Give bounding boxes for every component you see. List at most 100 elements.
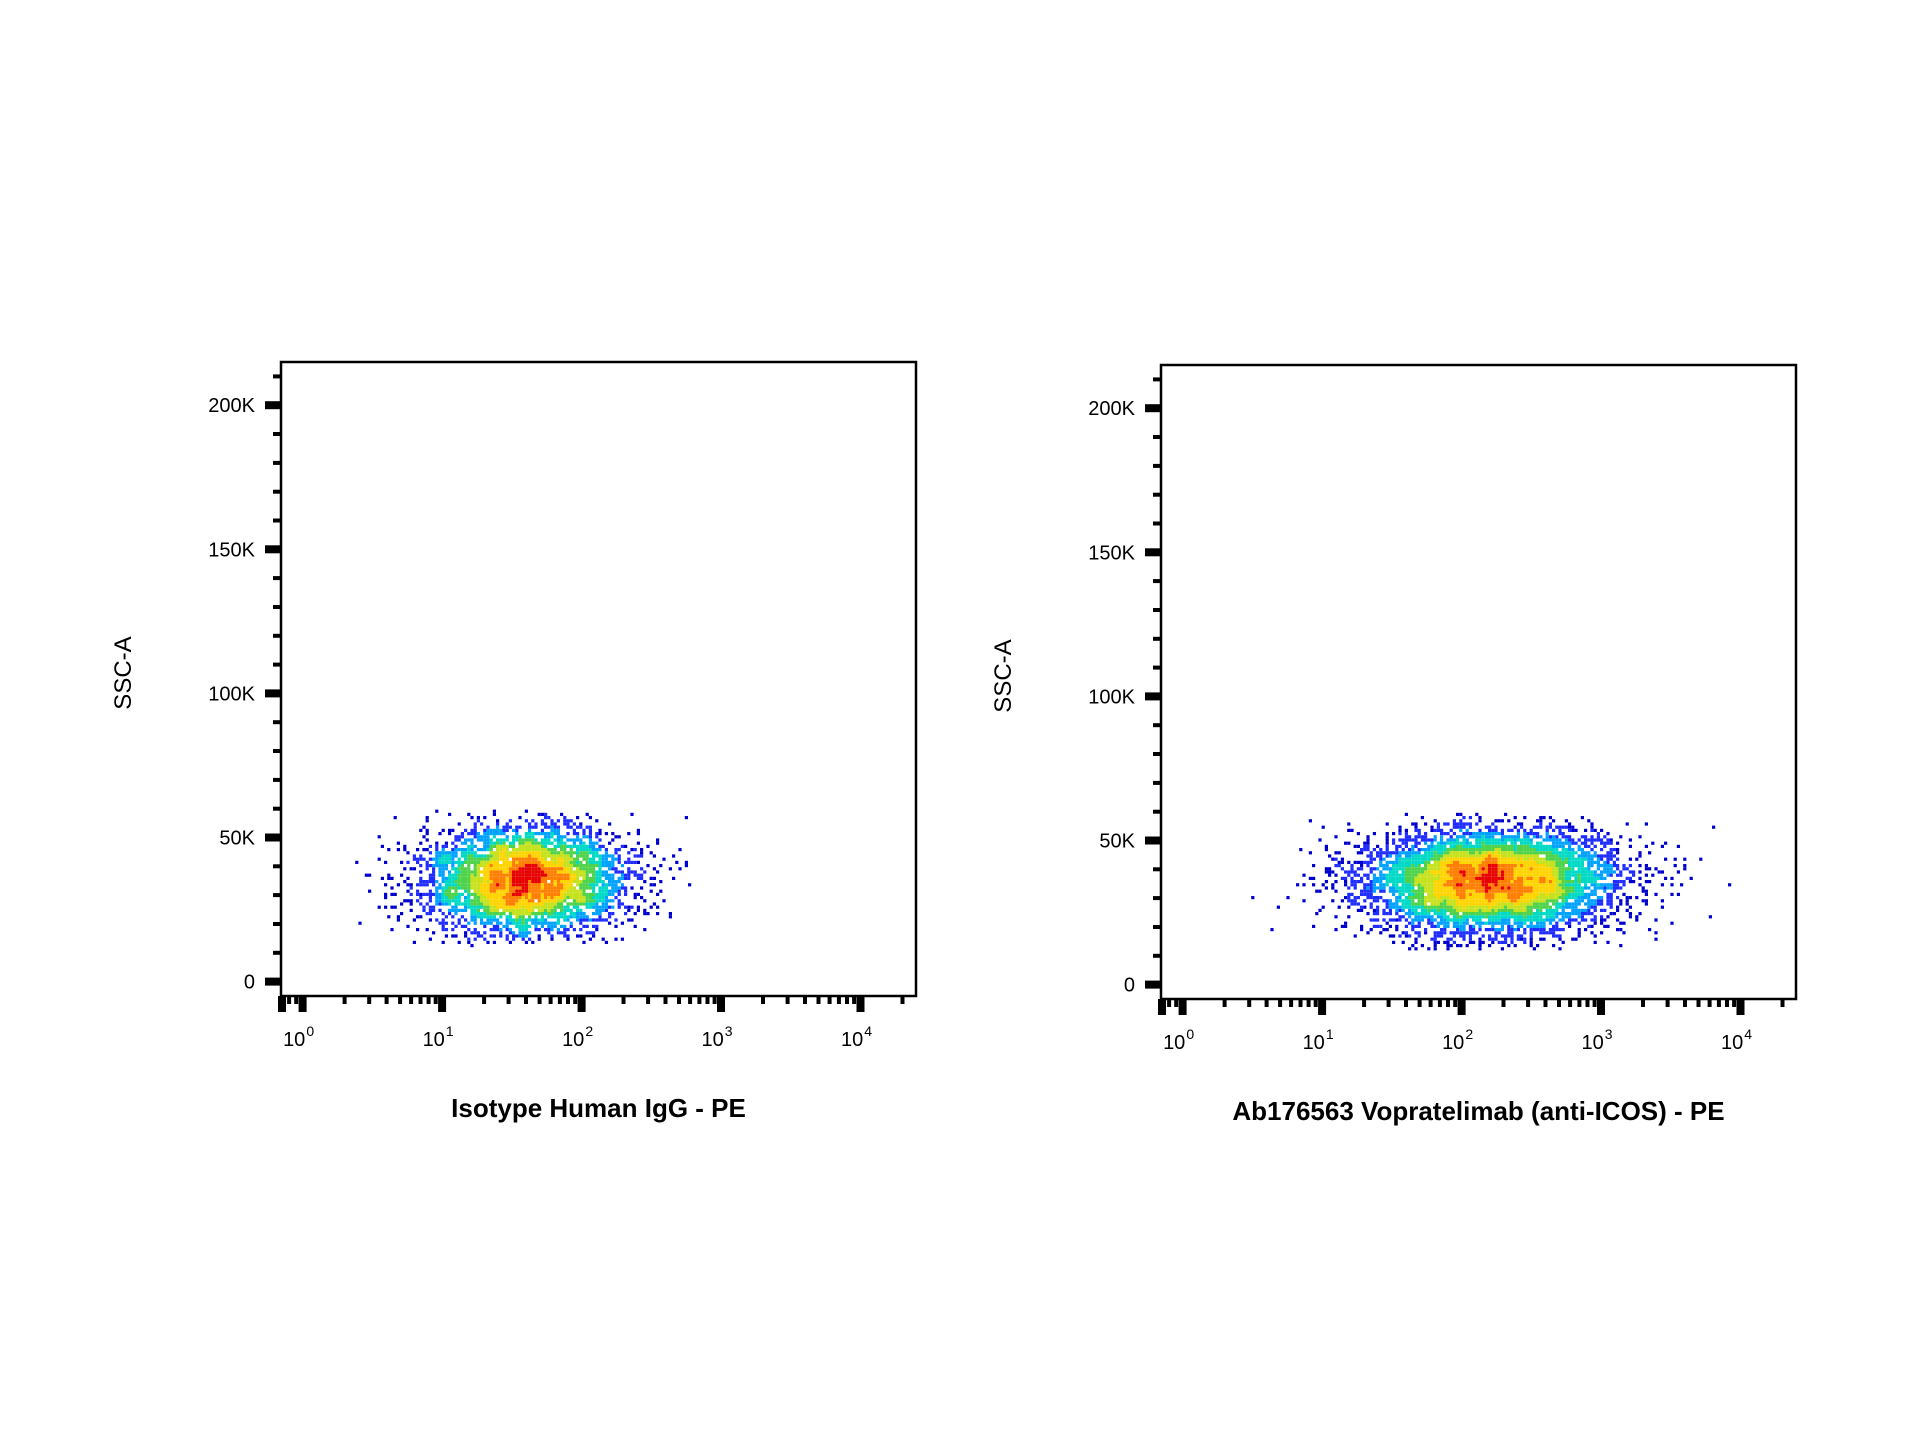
density-dot xyxy=(1459,934,1463,938)
density-dot xyxy=(499,886,503,890)
x-major-tick xyxy=(1318,999,1327,1015)
density-dot xyxy=(502,899,506,903)
density-dot xyxy=(1337,851,1341,855)
density-dot xyxy=(444,915,448,919)
density-dot xyxy=(1347,892,1351,896)
density-dot xyxy=(550,876,554,880)
density-dot xyxy=(547,873,551,877)
density-dot xyxy=(1516,880,1520,884)
density-dot xyxy=(556,854,560,858)
x-minor-tick xyxy=(845,996,849,1004)
density-dot xyxy=(1449,944,1453,948)
density-dot xyxy=(1312,883,1316,887)
density-dot xyxy=(1411,822,1415,826)
density-dot xyxy=(1574,864,1578,868)
density-dot xyxy=(432,905,436,909)
y-minor-tick xyxy=(273,864,281,869)
density-dot xyxy=(636,860,640,864)
density-dot xyxy=(1545,844,1549,848)
density-dot xyxy=(1468,902,1472,906)
density-dot xyxy=(1532,876,1536,880)
density-dot xyxy=(448,880,452,884)
density-dot xyxy=(1670,921,1674,925)
density-dot xyxy=(1491,937,1495,941)
density-dot xyxy=(524,832,528,836)
density-dot xyxy=(1363,889,1367,893)
x-tick-label: 103 xyxy=(701,1023,732,1051)
density-dot xyxy=(419,892,423,896)
density-dot xyxy=(1555,870,1559,874)
density-dot xyxy=(1584,886,1588,890)
density-dot xyxy=(508,870,512,874)
density-dot xyxy=(1452,822,1456,826)
density-dot xyxy=(1609,886,1613,890)
density-dot xyxy=(502,841,506,845)
density-dot xyxy=(1523,867,1527,871)
density-dot xyxy=(1542,876,1546,880)
density-dot xyxy=(1430,889,1434,893)
density-dot xyxy=(1337,864,1341,868)
density-dot xyxy=(1484,854,1488,858)
density-dot xyxy=(534,902,538,906)
density-dot xyxy=(1424,860,1428,864)
density-dot xyxy=(384,905,388,909)
density-dot xyxy=(608,880,612,884)
density-dot xyxy=(428,857,432,861)
density-dot xyxy=(1580,912,1584,916)
density-dot xyxy=(1616,880,1620,884)
density-dot xyxy=(1488,944,1492,948)
density-dot xyxy=(508,940,512,944)
density-dot xyxy=(1491,844,1495,848)
y-major-tick xyxy=(265,833,281,842)
density-dot xyxy=(1353,844,1357,848)
density-dot xyxy=(1385,835,1389,839)
density-dot xyxy=(576,838,580,842)
density-dot xyxy=(1644,889,1648,893)
density-dot xyxy=(576,918,580,922)
density-dot xyxy=(1401,889,1405,893)
density-dot xyxy=(1513,825,1517,829)
density-dot xyxy=(563,864,567,868)
density-dot xyxy=(534,918,538,922)
density-dot xyxy=(1532,873,1536,877)
density-dot xyxy=(1443,854,1447,858)
density-dot xyxy=(1491,886,1495,890)
density-dot xyxy=(1561,886,1565,890)
density-dot xyxy=(1558,883,1562,887)
y-minor-tick xyxy=(273,806,281,811)
density-dot xyxy=(1552,918,1556,922)
density-dot xyxy=(1411,928,1415,932)
density-dot xyxy=(563,905,567,909)
density-dot xyxy=(1510,899,1514,903)
density-dot xyxy=(496,825,500,829)
density-dot xyxy=(499,844,503,848)
density-dot xyxy=(1475,851,1479,855)
density-dot xyxy=(470,931,474,935)
density-dot xyxy=(1568,873,1572,877)
density-dot xyxy=(1414,857,1418,861)
density-dot xyxy=(1433,924,1437,928)
x-minor-tick xyxy=(1453,999,1458,1007)
density-dot xyxy=(1532,870,1536,874)
density-dot xyxy=(1497,848,1501,852)
density-dot xyxy=(1574,908,1578,912)
density-dot xyxy=(1395,854,1399,858)
density-dot xyxy=(454,896,458,900)
density-dot xyxy=(508,892,512,896)
density-dot xyxy=(508,912,512,916)
density-dot xyxy=(1420,886,1424,890)
density-dot xyxy=(1356,908,1360,912)
density-dot xyxy=(1459,848,1463,852)
density-dot xyxy=(441,864,445,868)
density-dot xyxy=(1404,860,1408,864)
density-dot xyxy=(563,896,567,900)
density-dot xyxy=(1443,928,1447,932)
density-dot xyxy=(1404,931,1408,935)
density-dot xyxy=(1436,905,1440,909)
density-dot xyxy=(1638,870,1642,874)
density-dot xyxy=(496,860,500,864)
density-dot xyxy=(1609,896,1613,900)
density-dot xyxy=(528,870,532,874)
density-dot xyxy=(1414,892,1418,896)
density-dot xyxy=(1532,892,1536,896)
